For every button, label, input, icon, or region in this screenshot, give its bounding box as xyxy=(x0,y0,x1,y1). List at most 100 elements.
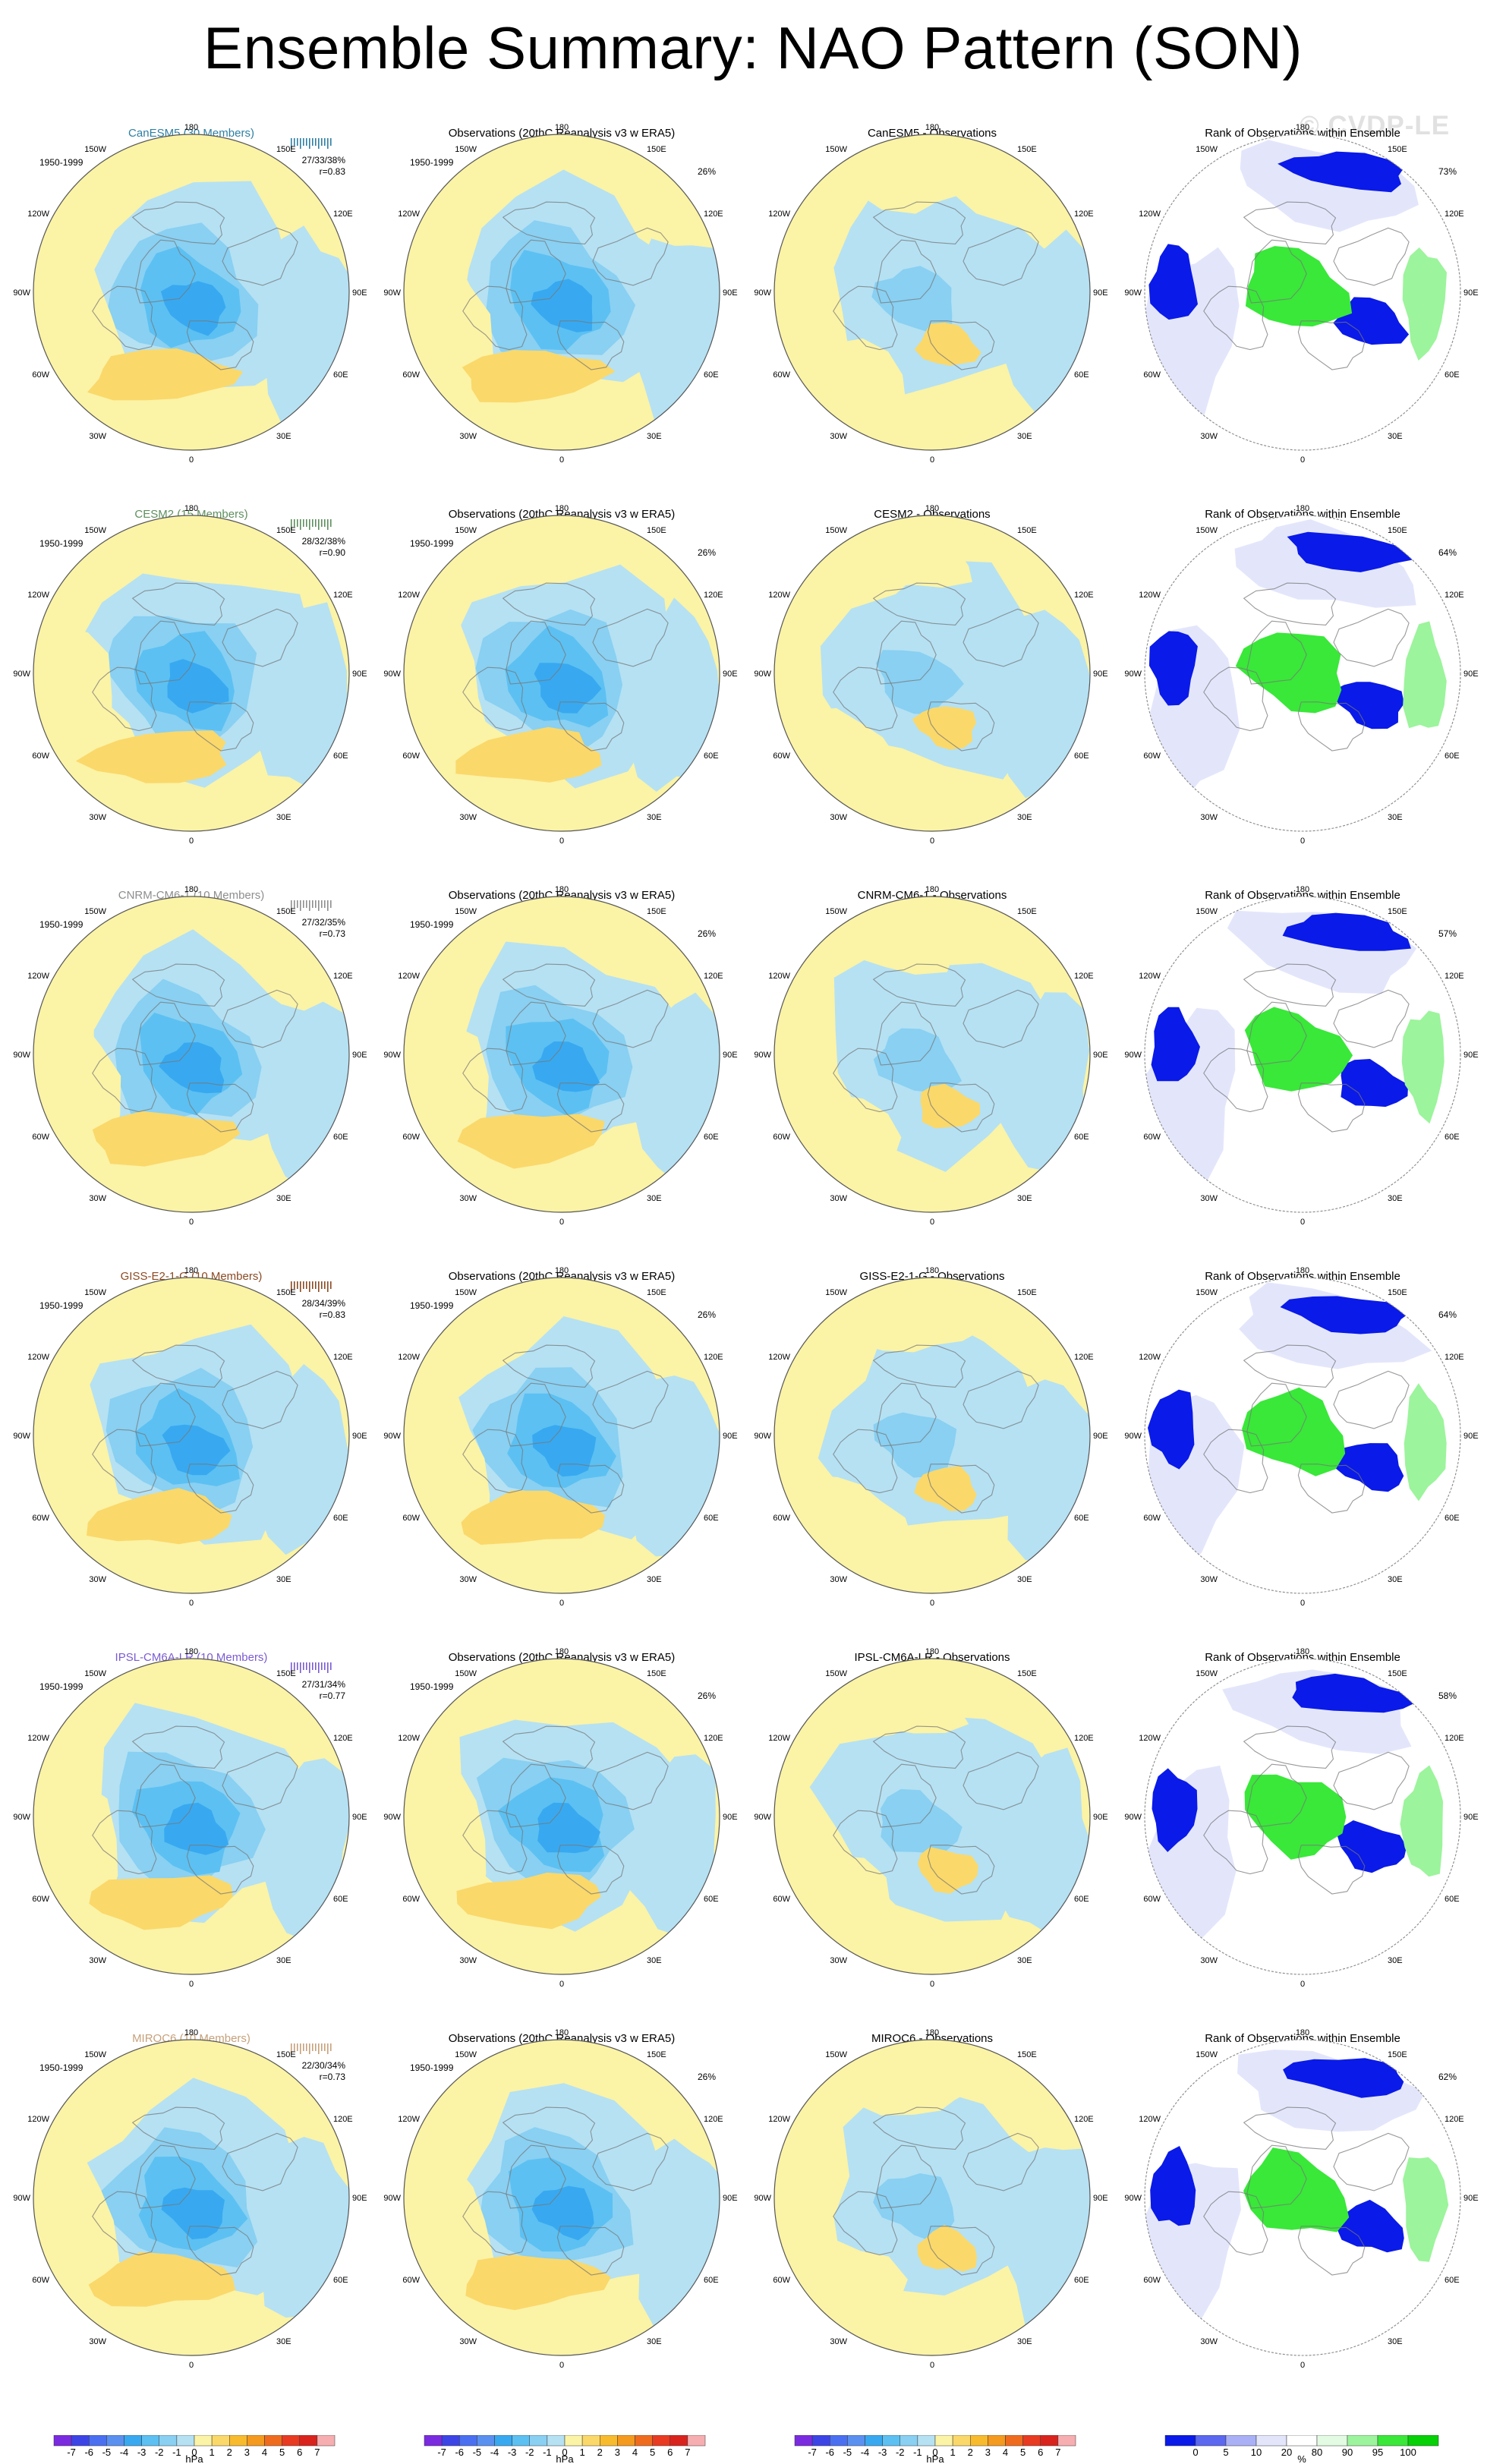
lon-label-bottom: 0 xyxy=(930,2361,934,2370)
coastline-3 xyxy=(222,227,298,286)
colorbar-rank: 0 5 10 20 80 90 95 100% xyxy=(1163,2435,1467,2462)
coastline-1 xyxy=(186,1082,254,1133)
coastline-4 xyxy=(872,582,966,625)
rank-low-e xyxy=(1331,682,1404,729)
coastline-2 xyxy=(462,1429,528,1494)
member-tick xyxy=(318,1662,320,1673)
coastline-1 xyxy=(556,2226,625,2276)
map-field xyxy=(33,515,349,831)
period-label: 1950-1999 xyxy=(39,157,83,168)
colorbar-swatch xyxy=(865,2435,883,2447)
field-pos-b xyxy=(793,707,911,812)
lon-label-ul1: 150W xyxy=(1196,1288,1218,1297)
rank-field xyxy=(1145,134,1460,450)
lon-label-ll2: 30W xyxy=(89,1194,106,1203)
rank-low-d xyxy=(1150,2146,1196,2226)
obs-pct-label: 26% xyxy=(698,547,716,558)
map-border xyxy=(773,1658,1091,1975)
rank-field xyxy=(1145,1278,1460,1593)
lon-label-ul2: 120W xyxy=(1139,210,1161,219)
map-field xyxy=(33,134,349,450)
lon-label-ll1: 60W xyxy=(402,2276,420,2285)
lon-label-ll1: 60W xyxy=(32,751,49,761)
colorbar-tick-label: 3 xyxy=(985,2447,991,2458)
coastline-4 xyxy=(131,1344,225,1388)
lon-label-ll2: 30W xyxy=(1200,1956,1218,1965)
member-strip xyxy=(291,900,332,911)
lon-label-bottom: 0 xyxy=(930,455,934,465)
lon-label-ul1: 150W xyxy=(84,145,106,154)
lon-label-left: 90W xyxy=(754,1813,771,1822)
lon-label-top: 180 xyxy=(184,1647,198,1656)
member-tick xyxy=(315,1281,317,1289)
coastline-3 xyxy=(963,989,1039,1048)
rank-colorbar-swatch xyxy=(1316,2435,1348,2447)
field-pos-core xyxy=(87,348,244,401)
lon-label-top: 180 xyxy=(555,885,569,894)
lon-label-ll1: 60W xyxy=(773,2276,790,2285)
colorbar-swatch xyxy=(159,2435,178,2447)
lon-label-lr2: 30E xyxy=(276,1575,291,1584)
lon-label-lr2: 30E xyxy=(276,1194,291,1203)
panel-title-model: MIROC6 (10 Members) xyxy=(132,2032,250,2045)
coastline-2 xyxy=(462,285,528,351)
panel-title-obs: Observations (20thC Reanalysis v3 w ERA5… xyxy=(449,889,675,902)
stats-label: 27/33/38% xyxy=(302,155,346,165)
lon-label-lr2: 30E xyxy=(647,813,662,822)
colorbar-swatch xyxy=(194,2435,213,2447)
colorbar-swatch xyxy=(264,2435,282,2447)
rank-low-c xyxy=(1278,151,1404,193)
coastline-4 xyxy=(131,1725,225,1769)
coastline-4 xyxy=(1243,1344,1337,1388)
colorbar-hpa-1: -7 -6 -5 -4 -3 -2 -1 0 1 2 3 4 5 6 7 hPa xyxy=(52,2435,355,2462)
field-neg-5 xyxy=(532,1041,600,1092)
lon-label-left: 90W xyxy=(754,1051,771,1060)
lon-label-top: 180 xyxy=(925,123,939,132)
lon-label-ll1: 60W xyxy=(1143,1514,1161,1523)
lon-label-top: 180 xyxy=(1296,123,1309,132)
coastline-0 xyxy=(506,1763,566,1828)
lon-label-right: 90E xyxy=(1463,670,1479,679)
colorbar-tick-label: 3 xyxy=(244,2447,250,2458)
map-border xyxy=(403,896,720,1213)
field-pos-a xyxy=(833,522,972,588)
field-neg-2 xyxy=(992,1747,1090,1933)
colorbar-tick-label: -4 xyxy=(120,2447,129,2458)
panel-title-diff: GISS-E2-1-G - Observations xyxy=(860,1270,1005,1283)
lon-label-lr2: 30E xyxy=(647,432,662,441)
lon-label-bottom: 0 xyxy=(559,455,564,465)
member-tick xyxy=(294,1662,295,1670)
map-border xyxy=(773,134,1091,451)
lon-label-bottom: 0 xyxy=(930,1218,934,1227)
coastline-2 xyxy=(833,285,898,351)
lon-label-lr1: 60E xyxy=(1445,1895,1460,1904)
lon-label-lr1: 60E xyxy=(333,751,348,761)
corr-label: r=0.73 xyxy=(320,2072,346,2082)
coastline-2 xyxy=(1203,1429,1268,1494)
lon-label-ll1: 60W xyxy=(402,1133,420,1142)
rank-colorbar-swatch xyxy=(1407,2435,1439,2447)
coastline-0 xyxy=(135,239,196,304)
map-field xyxy=(404,134,720,450)
rank-high-b xyxy=(1402,247,1447,361)
field-pos-core xyxy=(75,730,227,783)
lon-label-right: 90E xyxy=(1093,288,1108,298)
field-neg-2 xyxy=(1003,1379,1090,1561)
colorbar-swatch xyxy=(424,2435,443,2447)
period-label: 1950-1999 xyxy=(39,1300,83,1311)
lon-label-lr2: 30E xyxy=(1017,432,1032,441)
stats-label: 22/30/34% xyxy=(302,2060,346,2071)
lon-label-ur2: 120E xyxy=(1445,210,1464,219)
rank-high-a xyxy=(1244,1774,1347,1860)
member-tick xyxy=(306,1281,307,1289)
field-pos-a xyxy=(836,147,973,214)
lon-label-top: 180 xyxy=(555,123,569,132)
coastline-4 xyxy=(872,201,966,244)
member-tick xyxy=(327,900,329,911)
field-pos-side xyxy=(37,2131,120,2304)
lon-label-ll2: 30W xyxy=(1200,1194,1218,1203)
panel-title-rank: Rank of Observations within Ensemble xyxy=(1205,2032,1400,2045)
coastline-3 xyxy=(963,227,1039,286)
member-tick xyxy=(297,519,298,527)
